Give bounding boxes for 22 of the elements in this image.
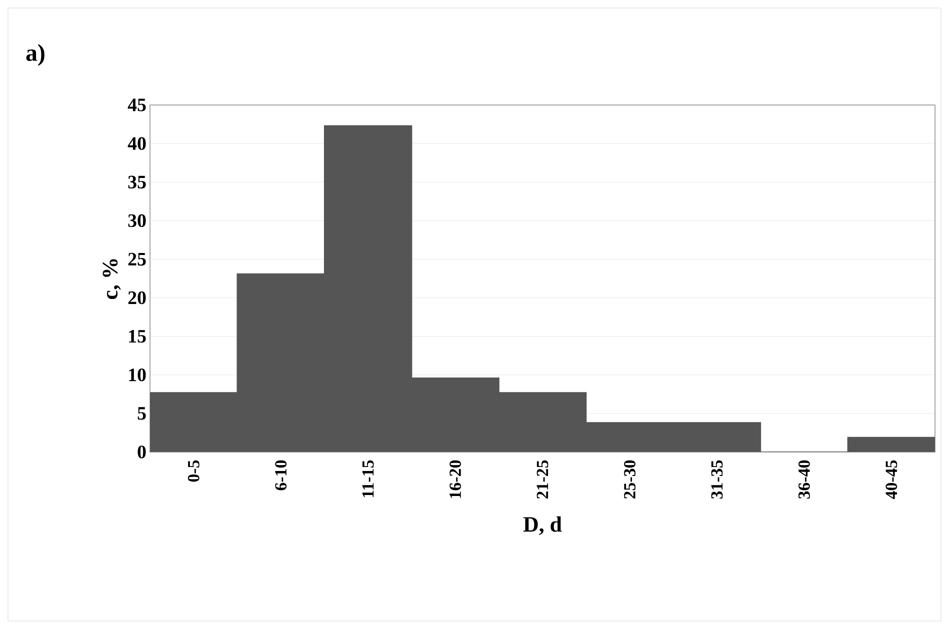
y-tick-label: 10 [129,368,146,382]
y-tick-label: 35 [128,176,146,188]
y-tick-label: 30 [128,214,146,228]
x-tick-label: 21-25 [536,460,548,499]
x-tick-label: 25-30 [624,460,636,499]
x-tick-label: 36-40 [798,460,810,499]
y-axis-title: c, % [102,259,121,300]
y-tick-label: 15 [129,330,146,343]
x-tick-label: 11-15 [362,460,374,497]
x-axis-title: D, d [523,516,562,535]
y-tick-label: 25 [128,252,146,266]
x-tick-label: 16-20 [450,460,462,498]
y-tick-label: 5 [138,407,146,420]
y-tick-label: 45 [128,98,146,112]
chart-title: a) [26,44,44,66]
x-tick-label: 31-35 [711,460,723,499]
y-tick-label: 40 [128,137,146,150]
x-tick-label: 6-10 [275,460,287,490]
x-tick-label: 0-5 [188,460,200,482]
y-tick-label: 20 [128,291,146,304]
y-tick-label: 0 [138,446,146,458]
x-tick-label: 40-45 [886,460,898,500]
